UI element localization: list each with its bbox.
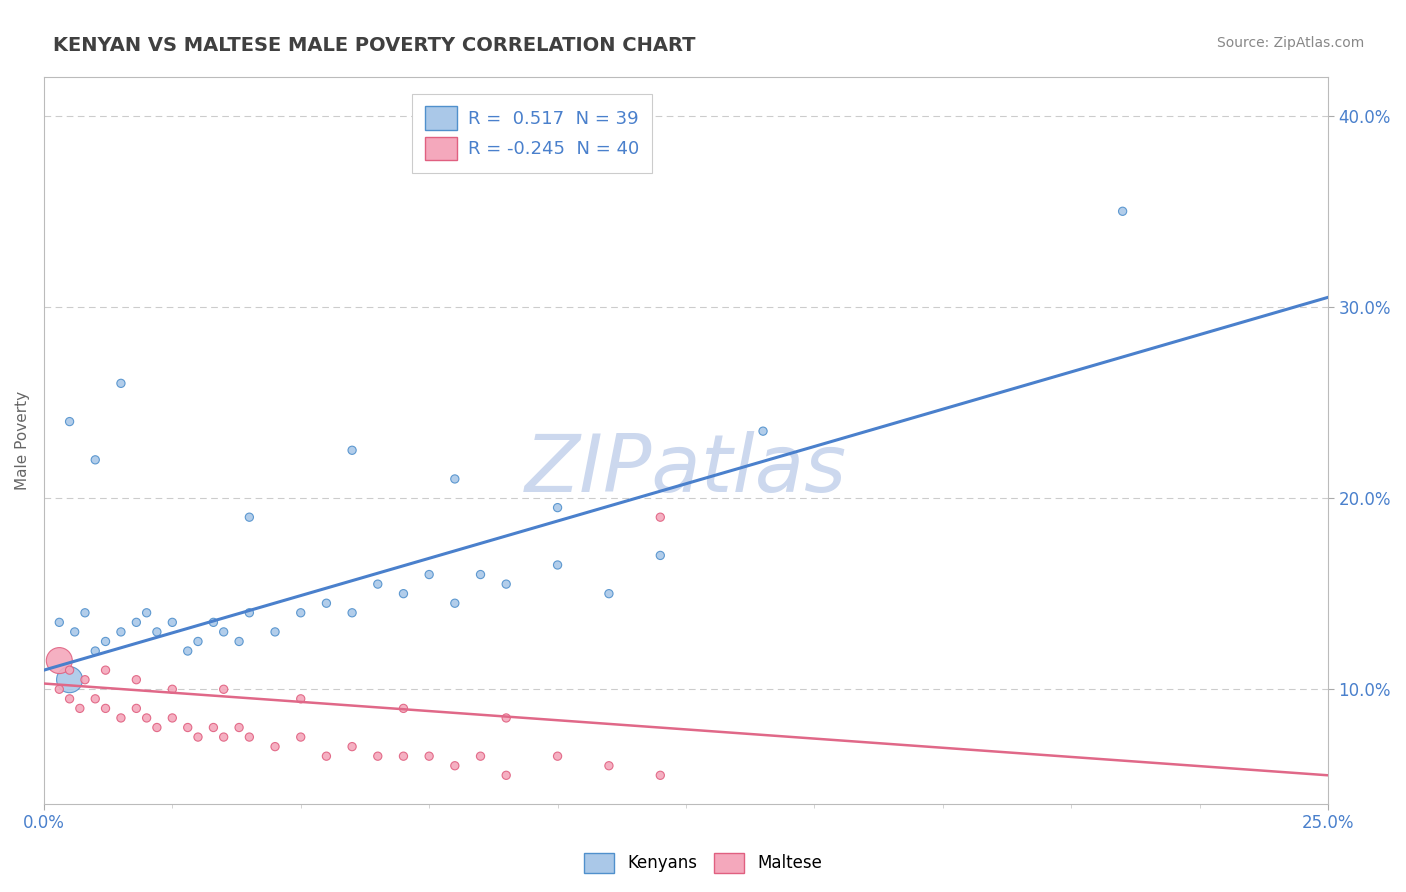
Point (290, 691, 312, 706)
Point (264, 624, 287, 639)
Point (110, 624, 132, 639)
Point (392, 587, 415, 601)
Point (443, 472, 465, 486)
Point (264, 739, 287, 754)
Point (202, 615, 225, 630)
Point (443, 596, 465, 610)
Point (73, 673, 96, 687)
Point (58, 663, 80, 677)
Point (367, 577, 389, 591)
Point (650, 510, 672, 524)
Text: Source: ZipAtlas.com: Source: ZipAtlas.com (1216, 36, 1364, 50)
Point (110, 711, 132, 725)
Point (598, 587, 620, 601)
Point (84, 644, 107, 658)
Point (392, 749, 415, 764)
Point (367, 749, 389, 764)
Point (228, 634, 250, 648)
Point (135, 711, 157, 725)
Point (228, 721, 250, 735)
Legend: R =  0.517  N = 39, R = -0.245  N = 40: R = 0.517 N = 39, R = -0.245 N = 40 (412, 94, 652, 173)
Point (650, 768, 672, 782)
Y-axis label: Male Poverty: Male Poverty (15, 392, 30, 491)
Point (418, 567, 440, 582)
Point (598, 758, 620, 772)
Point (58, 673, 80, 687)
Point (315, 749, 337, 764)
Point (470, 567, 492, 582)
Point (187, 634, 209, 648)
Point (162, 711, 184, 725)
Point (238, 730, 260, 744)
Point (146, 721, 169, 735)
Point (162, 615, 184, 630)
Point (177, 721, 200, 735)
Point (110, 376, 132, 391)
Point (58, 691, 80, 706)
Point (340, 739, 363, 754)
Point (73, 606, 96, 620)
Point (63, 624, 86, 639)
Point (212, 624, 235, 639)
Point (752, 424, 775, 438)
Point (418, 749, 440, 764)
Point (69, 701, 91, 715)
Point (315, 596, 337, 610)
Point (162, 682, 184, 697)
Point (340, 443, 363, 458)
Point (340, 606, 363, 620)
Point (125, 673, 148, 687)
Point (547, 500, 569, 515)
Point (547, 749, 569, 764)
Point (58, 415, 80, 429)
Point (177, 644, 200, 658)
Point (146, 624, 169, 639)
Point (212, 682, 235, 697)
Point (202, 721, 225, 735)
Point (187, 730, 209, 744)
Point (1111, 204, 1133, 219)
Point (495, 577, 517, 591)
Point (94, 701, 117, 715)
Point (470, 749, 492, 764)
Point (650, 549, 672, 563)
Point (290, 730, 312, 744)
Point (125, 701, 148, 715)
Legend: Kenyans, Maltese: Kenyans, Maltese (578, 847, 828, 880)
Point (48, 682, 70, 697)
Point (392, 701, 415, 715)
Point (495, 768, 517, 782)
Point (48, 654, 70, 668)
Point (94, 663, 117, 677)
Text: ZIPatlas: ZIPatlas (524, 431, 846, 508)
Text: KENYAN VS MALTESE MALE POVERTY CORRELATION CHART: KENYAN VS MALTESE MALE POVERTY CORRELATI… (53, 36, 696, 54)
Point (238, 606, 260, 620)
Point (212, 730, 235, 744)
Point (238, 510, 260, 524)
Point (125, 615, 148, 630)
Point (443, 758, 465, 772)
Point (84, 453, 107, 467)
Point (135, 606, 157, 620)
Point (290, 606, 312, 620)
Point (48, 615, 70, 630)
Point (84, 691, 107, 706)
Point (94, 634, 117, 648)
Point (547, 558, 569, 572)
Point (495, 711, 517, 725)
